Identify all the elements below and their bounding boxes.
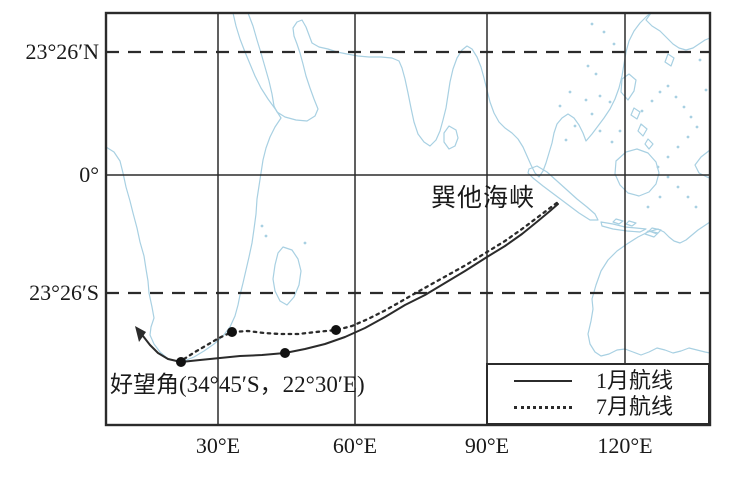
island-dot: [674, 95, 678, 99]
island-dot: [558, 104, 562, 108]
island-dot: [260, 224, 264, 228]
island-dot: [564, 138, 568, 142]
island-dot: [658, 90, 662, 94]
island-dot: [676, 145, 680, 149]
island-dot: [598, 129, 602, 133]
island-dot: [676, 185, 680, 189]
coastline-1: [247, 12, 652, 178]
island-dot: [590, 22, 594, 26]
coastline-9: [637, 123, 648, 137]
lat-label-tropic-of-capricorn: 23°26′S: [29, 280, 99, 305]
coastline-6: [614, 148, 660, 197]
island-dot: [686, 195, 690, 199]
coastline-7: [620, 73, 637, 101]
label-cape-of-good-hope: 好望角(34°45′S，22°30′E): [110, 372, 365, 397]
island-dot: [689, 115, 693, 119]
coastline-18: [644, 230, 659, 238]
island-dot: [666, 155, 670, 159]
coastline-14: [664, 53, 675, 67]
coastline-4: [600, 221, 647, 233]
island-dot: [584, 98, 588, 102]
waypoint-dot: [331, 325, 341, 335]
island-dot: [646, 205, 650, 209]
island-dot: [573, 124, 577, 128]
island-dot: [698, 58, 702, 62]
island-dot: [608, 100, 612, 104]
lon-label-60e: 60°E: [332, 433, 378, 458]
island-dot: [666, 84, 670, 88]
island-dot: [658, 195, 662, 199]
legend-row-january: 1月航线: [514, 368, 704, 394]
island-dot: [666, 175, 670, 179]
coastline-8: [630, 107, 641, 120]
coastline-0: [105, 12, 282, 362]
island-dot: [568, 90, 572, 94]
island-dot: [640, 109, 644, 113]
legend-label-july: 7月航线: [596, 394, 674, 420]
coastline-2: [443, 125, 459, 150]
coastline-17: [625, 220, 637, 227]
coastline-3: [527, 165, 599, 221]
coastline-13: [645, 12, 711, 51]
legend-line-july: [514, 405, 572, 409]
lon-label-120e: 120°E: [597, 433, 653, 458]
island-dot: [602, 30, 606, 34]
coastline-10: [644, 138, 654, 150]
january-route-arrowhead: [135, 326, 146, 342]
island-dot: [656, 165, 660, 169]
legend-label-january: 1月航线: [596, 367, 674, 393]
coastline-12: [587, 221, 711, 357]
legend: 1月航线 7月航线: [486, 363, 710, 425]
island-dot: [612, 42, 616, 46]
island-dot: [610, 140, 614, 144]
waypoint-dot: [176, 357, 186, 367]
lon-label-30e: 30°E: [195, 433, 241, 458]
legend-line-january: [514, 379, 572, 382]
label-sunda-strait: 巽他海峡: [431, 185, 536, 212]
legend-row-july: 7月航线: [514, 394, 704, 420]
island-dot: [704, 88, 708, 92]
island-dot: [618, 129, 622, 133]
island-dot: [695, 125, 699, 129]
coastline-16: [612, 218, 624, 225]
lat-label-equator: 0°: [79, 162, 99, 187]
waypoint-dot: [280, 348, 290, 358]
lon-label-90e: 90°E: [464, 433, 510, 458]
island-dot: [594, 72, 598, 76]
island-dot: [694, 205, 698, 209]
january-route: [142, 203, 559, 363]
lat-label-tropic-of-cancer: 23°26′N: [25, 39, 100, 64]
island-dot: [590, 112, 594, 116]
coastline-11: [272, 246, 302, 306]
island-dot: [303, 241, 307, 245]
island-dot: [586, 64, 590, 68]
coastline-15: [694, 149, 711, 179]
island-dot: [598, 94, 602, 98]
waypoint-dot: [227, 327, 237, 337]
july-route: [182, 200, 560, 361]
island-dot: [650, 99, 654, 103]
island-dot: [264, 234, 268, 238]
island-dot: [686, 135, 690, 139]
island-dot: [682, 105, 686, 109]
map-frame: [104, 11, 712, 427]
